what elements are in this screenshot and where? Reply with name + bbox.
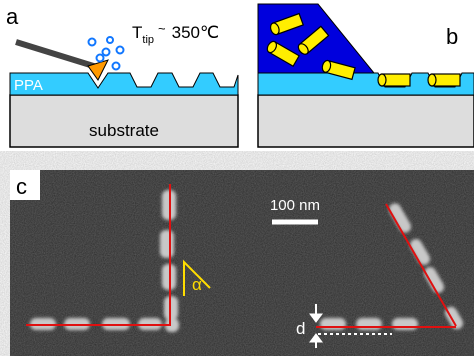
layer-label: PPA — [14, 77, 43, 94]
temperature: Ttip ~350℃ — [132, 21, 219, 46]
panel-b: b — [258, 4, 474, 147]
substrate-label: substrate — [89, 121, 159, 140]
cantilever — [16, 42, 100, 68]
panel-c: α c 100 nm d — [10, 170, 474, 356]
tip-subscript: tip — [142, 34, 154, 46]
ppa-layer — [10, 73, 238, 95]
approx: ~ — [158, 21, 166, 36]
temperature-value: 350℃ — [172, 23, 219, 42]
tip-symbol: T — [132, 23, 142, 42]
panel-label: c — [16, 174, 27, 199]
figure: a PPA substrate Ttip ~350℃ b — [0, 0, 474, 356]
panel-label: b — [446, 24, 458, 49]
substrate — [258, 95, 474, 147]
angle-label: α — [192, 275, 202, 294]
panel-a: a PPA substrate Ttip ~350℃ — [6, 4, 238, 147]
panel-label: a — [6, 4, 19, 29]
distance-label: d — [296, 319, 305, 338]
scale-label: 100 nm — [270, 197, 320, 214]
